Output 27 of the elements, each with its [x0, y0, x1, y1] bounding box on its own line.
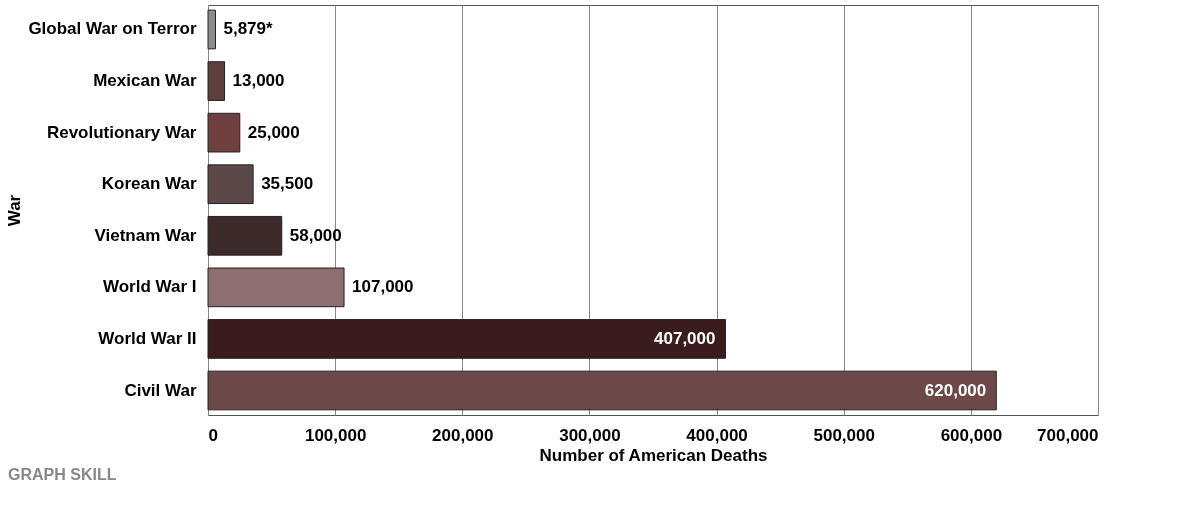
y-tick-label: World War I [103, 277, 197, 297]
x-tick-label: 700,000 [1037, 425, 1099, 445]
data-label: 58,000 [289, 225, 342, 245]
data-label: 620,000 [924, 380, 987, 400]
y-tick-label: Civil War [124, 380, 197, 400]
data-label: 35,500 [261, 174, 314, 194]
text: GRAPH SKILL [8, 466, 117, 483]
x-tick-label: 300,000 [559, 425, 621, 445]
data-label: 25,000 [247, 122, 300, 142]
y-tick-label: Vietnam War [94, 225, 197, 245]
y-tick-label: World War II [98, 328, 197, 348]
x-tick-label: 600,000 [940, 425, 1003, 445]
x-tick-label: 100,000 [304, 425, 367, 445]
x-tick-label: 500,000 [813, 425, 875, 445]
data-label: 5,879* [223, 19, 274, 39]
y-tick-label: Global War on Terror [28, 19, 197, 39]
x-axis-title: Number of American Deaths [539, 445, 768, 465]
y-tick-label: Revolutionary War [46, 122, 197, 142]
x-tick-label: 200,000 [432, 425, 494, 445]
y-axis-title: War [5, 194, 25, 227]
data-label: 107,000 [352, 277, 414, 297]
x-tick-label: 0 [208, 425, 218, 445]
y-tick-label: Korean War [101, 174, 197, 194]
data-label: 13,000 [232, 71, 285, 91]
x-tick-label: 400,000 [686, 425, 748, 445]
data-label: 407,000 [654, 328, 716, 348]
y-tick-label: Mexican War [93, 71, 197, 91]
